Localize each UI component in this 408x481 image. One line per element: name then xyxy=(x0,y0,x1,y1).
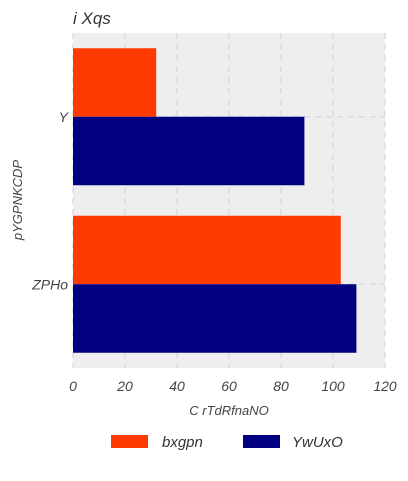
legend: bxgpn YwUxO xyxy=(111,434,343,451)
y-axis-label: pYGPNKCDP xyxy=(10,160,25,242)
y-tick-label: ZPHo xyxy=(31,276,68,292)
y-tick-labels: Y ZPHo xyxy=(31,109,69,293)
legend-swatch-bxgpn xyxy=(111,435,148,448)
legend-label-bxgpn: bxgpn xyxy=(162,434,203,451)
x-tick-label: 120 xyxy=(373,378,397,394)
chart-title: i Xqs xyxy=(73,9,111,28)
legend-swatch-ywuxo xyxy=(243,435,280,448)
bar-ywuxo-zpho xyxy=(73,284,356,353)
x-axis-label: C rTdRfnaNO xyxy=(189,403,268,418)
bar-bxgpn-y xyxy=(73,48,156,117)
x-tick-label: 100 xyxy=(321,378,345,394)
bar-bxgpn-zpho xyxy=(73,216,341,285)
y-tick-label: Y xyxy=(59,109,70,125)
x-tick-label: 60 xyxy=(221,378,237,394)
x-tick-label: 20 xyxy=(116,378,133,394)
x-tick-label: 40 xyxy=(169,378,185,394)
x-tick-label: 0 xyxy=(69,378,77,394)
bar-ywuxo-y xyxy=(73,117,304,186)
legend-label-ywuxo: YwUxO xyxy=(292,434,343,451)
x-tick-label: 80 xyxy=(273,378,289,394)
x-tick-labels: 0 20 40 60 80 100 120 xyxy=(69,378,397,394)
